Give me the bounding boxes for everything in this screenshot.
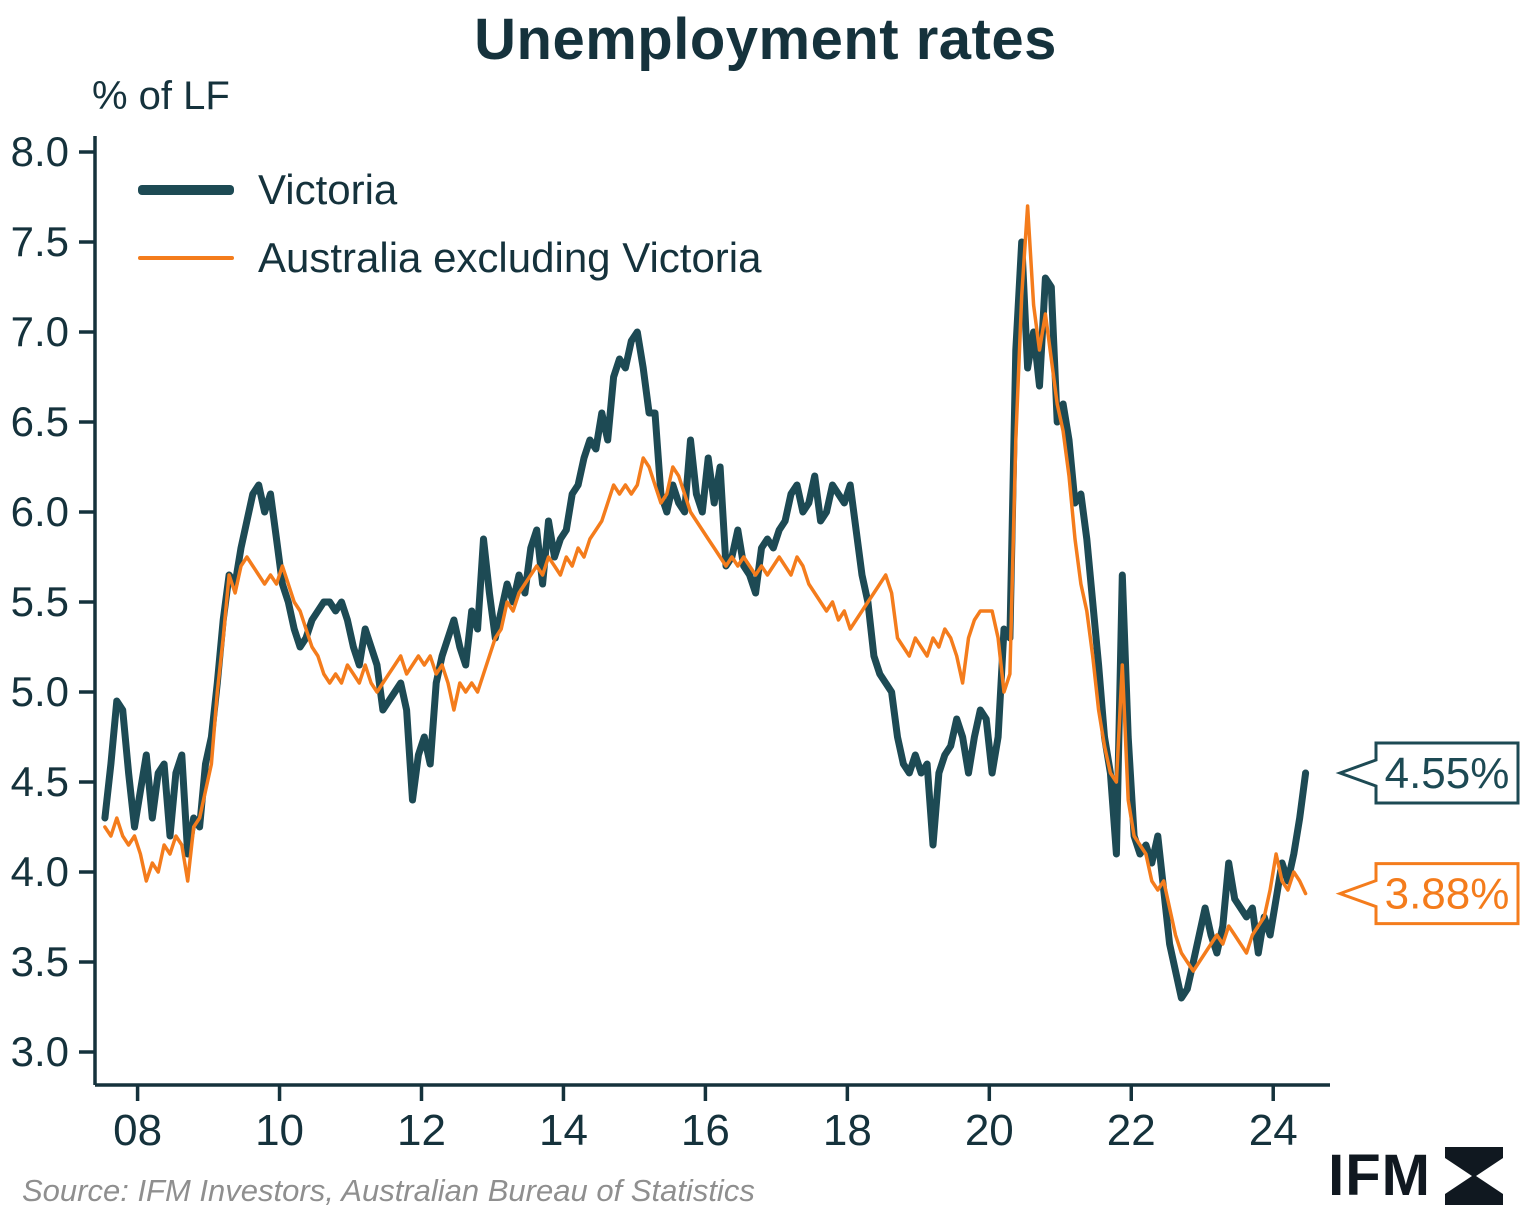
legend: Victoria Australia excluding Victoria: [138, 166, 762, 282]
series-line-victoria: [101, 238, 1310, 1002]
x-tick-label: 10: [255, 1106, 304, 1155]
y-tick-label: 4.0: [11, 848, 69, 895]
y-tick-label: 5.5: [11, 578, 69, 625]
x-tick-label: 20: [965, 1106, 1014, 1155]
y-tick-label: 7.5: [11, 218, 69, 265]
ifm-logo-text: IFM: [1328, 1143, 1431, 1208]
y-axis-label: % of LF: [92, 74, 230, 118]
legend-label-aus-ex-vic: Australia excluding Victoria: [258, 234, 762, 281]
x-tick-label: 22: [1107, 1106, 1156, 1155]
y-tick-label: 6.0: [11, 488, 69, 535]
y-tick-label: 8.0: [11, 128, 69, 175]
y-tick-label: 6.5: [11, 398, 69, 445]
callout-box-aus_ex_vic: [1335, 862, 1520, 926]
legend-item-aus-ex-vic: Australia excluding Victoria: [138, 234, 762, 282]
callout-label-aus_ex_vic: 3.88%: [1385, 870, 1510, 919]
y-tick-label: 4.5: [11, 758, 69, 805]
x-tick-label: 16: [681, 1106, 730, 1155]
x-tick-label: 24: [1249, 1106, 1298, 1155]
x-tick-label: 12: [397, 1106, 446, 1155]
aus-ex-vic-line-swatch: [138, 256, 234, 260]
x-tick-label: 14: [539, 1106, 588, 1155]
series-line-australia-excluding-victoria: [103, 204, 1308, 973]
y-tick-label: 5.0: [11, 668, 69, 715]
ifm-logo: IFM: [1328, 1142, 1503, 1209]
legend-item-victoria: Victoria: [138, 166, 762, 214]
victoria-line-swatch: [138, 185, 234, 195]
y-tick-label: 3.5: [11, 938, 69, 985]
ifm-logo-mark: [1445, 1146, 1503, 1205]
x-tick-label: 08: [113, 1106, 162, 1155]
chart-title: Unemployment rates: [474, 7, 1057, 72]
x-tick-label: 18: [823, 1106, 872, 1155]
callout-label-victoria: 4.55%: [1385, 749, 1510, 798]
y-tick-label: 7.0: [11, 308, 69, 355]
legend-label-victoria: Victoria: [258, 166, 398, 213]
callout-box-victoria: [1335, 741, 1520, 805]
source-text: Source: IFM Investors, Australian Bureau…: [22, 1173, 755, 1208]
y-tick-label: 3.0: [11, 1028, 69, 1075]
